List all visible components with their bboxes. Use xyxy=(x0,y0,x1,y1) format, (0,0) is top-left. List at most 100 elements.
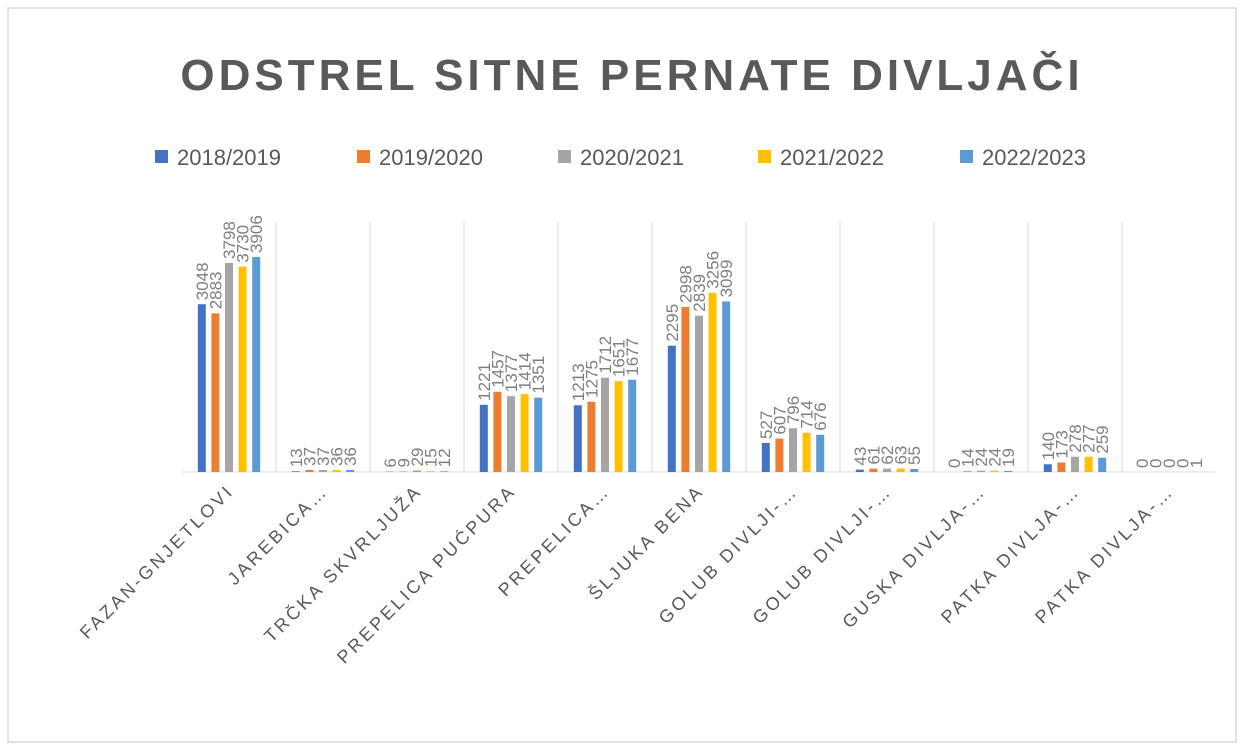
data-label: 277 xyxy=(1080,424,1099,452)
legend-swatch xyxy=(758,150,771,163)
bar xyxy=(869,468,878,472)
data-label: 24 xyxy=(972,448,991,467)
data-label: 1377 xyxy=(502,354,521,392)
data-label: 676 xyxy=(811,402,830,430)
data-label: 3048 xyxy=(193,262,212,300)
bar xyxy=(614,381,623,472)
data-label: 37 xyxy=(300,447,319,466)
bar xyxy=(252,257,261,472)
bar xyxy=(332,470,341,472)
data-label: 2839 xyxy=(690,274,709,312)
legend-label: 2018/2019 xyxy=(177,145,281,170)
data-label: 3256 xyxy=(704,251,723,289)
data-label: 43 xyxy=(851,447,870,466)
bar xyxy=(896,468,905,472)
bar xyxy=(507,396,515,472)
data-label: 3099 xyxy=(717,260,736,298)
bar xyxy=(479,404,488,472)
bar xyxy=(291,471,300,472)
data-label: 1 xyxy=(1187,458,1206,467)
bar xyxy=(1057,462,1066,472)
bar xyxy=(1084,456,1093,472)
bar xyxy=(601,377,609,472)
data-label: 55 xyxy=(905,446,924,465)
bar xyxy=(413,470,421,472)
data-label: 12 xyxy=(435,448,454,467)
legend-swatch xyxy=(960,150,973,163)
bar xyxy=(440,471,449,472)
legend-label: 2019/2020 xyxy=(379,145,483,170)
bar xyxy=(789,428,797,472)
legend-label: 2021/2022 xyxy=(780,145,884,170)
bar xyxy=(211,313,220,472)
legend-label: 2020/2021 xyxy=(580,145,684,170)
data-label: 2883 xyxy=(206,271,225,309)
bar xyxy=(1004,470,1013,472)
bar xyxy=(426,471,435,472)
bar xyxy=(775,438,784,472)
bar xyxy=(977,470,985,472)
data-label: 3798 xyxy=(220,221,239,259)
bar xyxy=(587,401,596,472)
data-label: 527 xyxy=(757,411,776,439)
bar xyxy=(305,469,314,472)
data-label: 1677 xyxy=(623,338,642,376)
data-label: 14 xyxy=(958,448,977,467)
data-label: 1712 xyxy=(596,336,615,374)
data-label: 140 xyxy=(1039,432,1058,460)
data-label: 796 xyxy=(784,396,803,424)
bar xyxy=(520,394,529,472)
bar xyxy=(883,468,891,472)
bar xyxy=(667,345,676,472)
data-label: 15 xyxy=(422,448,441,467)
data-label: 1457 xyxy=(488,350,507,388)
bar xyxy=(802,432,811,472)
legend-swatch xyxy=(357,150,370,163)
bar xyxy=(681,306,690,472)
data-label: 1221 xyxy=(475,363,494,401)
bar xyxy=(990,470,999,472)
legend-swatch xyxy=(558,150,571,163)
data-label: 2998 xyxy=(676,265,695,303)
legend-label: 2022/2023 xyxy=(982,145,1086,170)
data-label: 3906 xyxy=(247,215,266,253)
data-label: 6 xyxy=(381,458,400,467)
data-label: 37 xyxy=(314,447,333,466)
bar xyxy=(197,304,206,472)
bar xyxy=(493,391,502,472)
data-label: 29 xyxy=(408,447,427,466)
bar xyxy=(1071,456,1079,472)
data-label: 173 xyxy=(1052,430,1071,458)
data-label: 24 xyxy=(986,448,1005,467)
data-label: 36 xyxy=(341,447,360,466)
bar xyxy=(1043,464,1052,472)
data-label: 3730 xyxy=(234,225,253,263)
chart-title: ODSTREL SITNE PERNATE DIVLJAČI xyxy=(180,49,1083,100)
data-label: 62 xyxy=(878,446,897,465)
bar xyxy=(238,266,247,472)
bar xyxy=(855,469,864,472)
bar xyxy=(816,434,825,472)
data-label: 714 xyxy=(798,400,817,428)
data-label: 0 xyxy=(1160,459,1179,468)
data-label: 607 xyxy=(770,406,789,434)
bar xyxy=(1098,457,1107,472)
bar xyxy=(722,301,731,472)
data-label: 0 xyxy=(1146,459,1165,468)
bar xyxy=(761,442,770,472)
bar xyxy=(346,470,355,472)
bar xyxy=(573,405,582,472)
data-label: 1351 xyxy=(529,356,548,394)
data-label: 278 xyxy=(1066,424,1085,452)
data-label: 19 xyxy=(999,448,1018,467)
data-label: 259 xyxy=(1093,425,1112,453)
data-label: 2295 xyxy=(663,304,682,342)
bar xyxy=(963,471,972,472)
data-label: 0 xyxy=(1133,459,1152,468)
bar xyxy=(628,379,637,472)
data-label: 63 xyxy=(892,446,911,465)
data-label: 0 xyxy=(1174,459,1193,468)
bar xyxy=(910,468,919,472)
bar xyxy=(534,397,543,472)
